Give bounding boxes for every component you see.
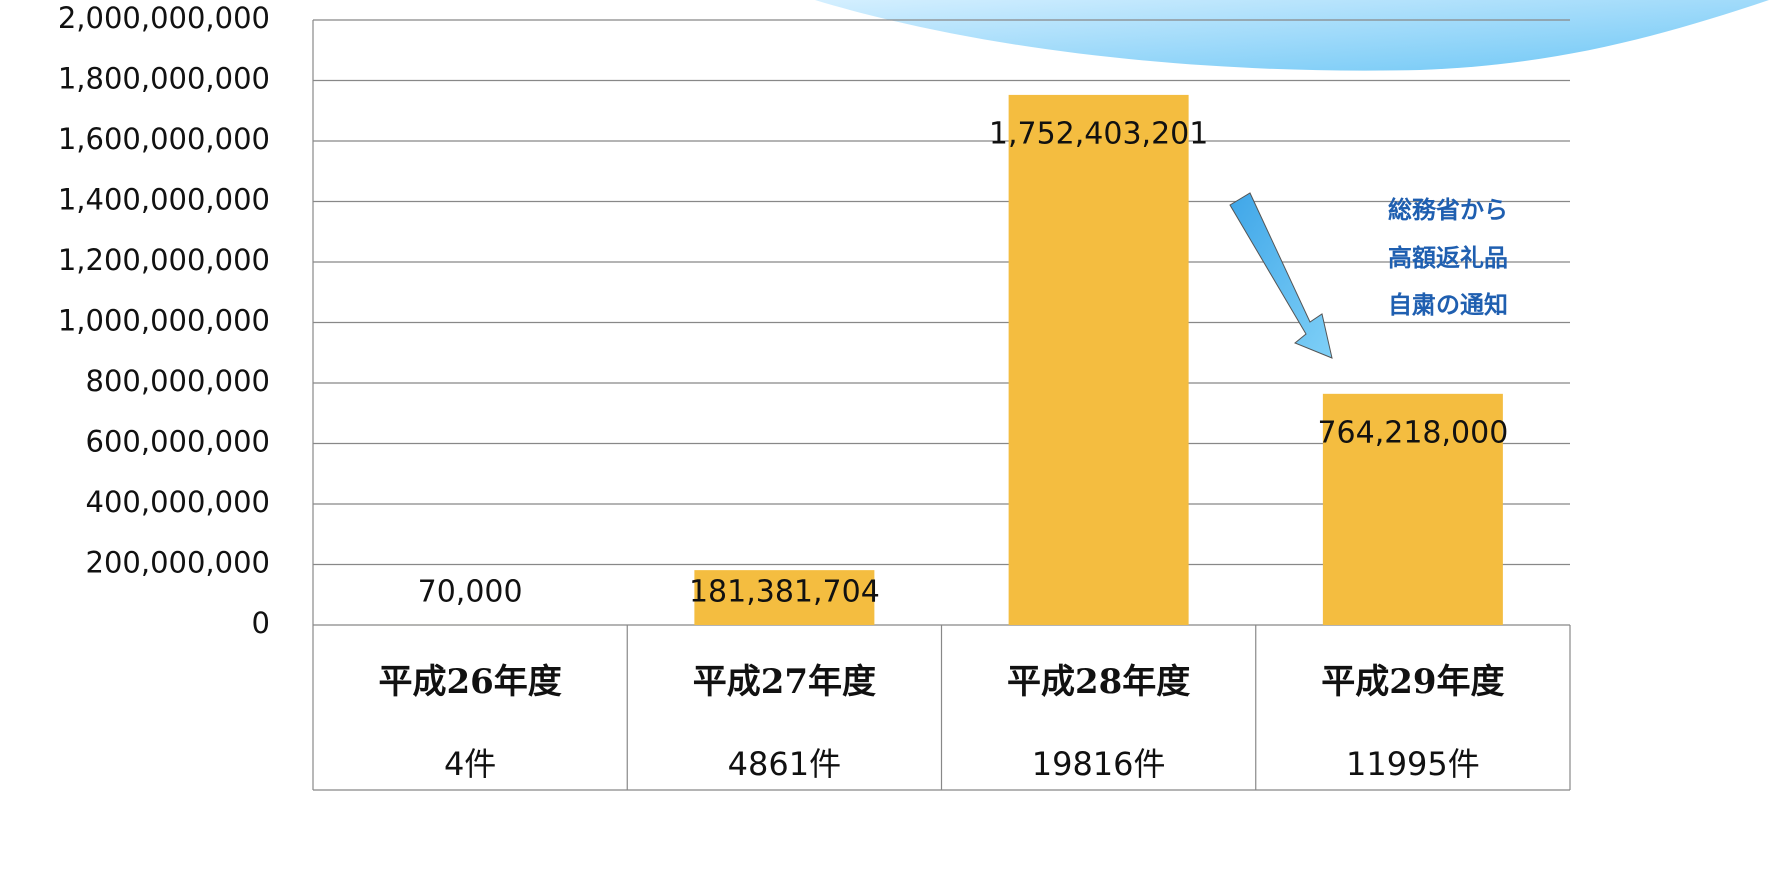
y-tick-label: 600,000,000 <box>86 425 271 459</box>
plot-area: 0 200,000,000 400,000,000 600,000,000 800,00… <box>58 1 1570 790</box>
y-tick-label: 0 <box>252 606 270 640</box>
x-tick-label: 平成28年度 <box>1007 662 1190 702</box>
bar <box>1009 95 1189 625</box>
y-tick-label: 1,000,000,000 <box>58 304 270 338</box>
y-tick-label: 800,000,000 <box>86 364 271 398</box>
y-tick-label: 1,600,000,000 <box>58 122 270 156</box>
value-label: 1,752,403,201 <box>989 116 1208 151</box>
value-label: 70,000 <box>418 575 523 610</box>
chart: 0 200,000,000 400,000,000 600,000,000 800,00… <box>0 0 1769 891</box>
arrow <box>1230 193 1332 358</box>
count-label: 4件 <box>444 745 496 783</box>
value-label: 764,218,000 <box>1317 415 1508 450</box>
count-label: 19816件 <box>1032 745 1166 783</box>
annotation: 自粛の通知 <box>1388 291 1508 319</box>
x-tick-label: 平成29年度 <box>1321 662 1504 702</box>
decoration <box>815 0 1769 71</box>
y-tick-label: 1,400,000,000 <box>58 183 270 217</box>
y-tick-label: 2,000,000,000 <box>58 1 270 35</box>
y-tick-label: 400,000,000 <box>86 485 271 519</box>
value-label: 181,381,704 <box>689 575 880 610</box>
y-tick-label: 1,800,000,000 <box>58 62 270 96</box>
x-tick-label: 平成26年度 <box>378 662 561 702</box>
annotation: 高額返礼品 <box>1388 244 1508 272</box>
x-tick-label: 平成27年度 <box>693 662 876 702</box>
count-label: 11995件 <box>1346 745 1480 783</box>
y-tick-label: 1,200,000,000 <box>58 243 270 277</box>
annotation: 総務省から <box>1388 196 1508 224</box>
count-label: 4861件 <box>728 745 841 783</box>
y-tick-label: 200,000,000 <box>86 546 271 580</box>
